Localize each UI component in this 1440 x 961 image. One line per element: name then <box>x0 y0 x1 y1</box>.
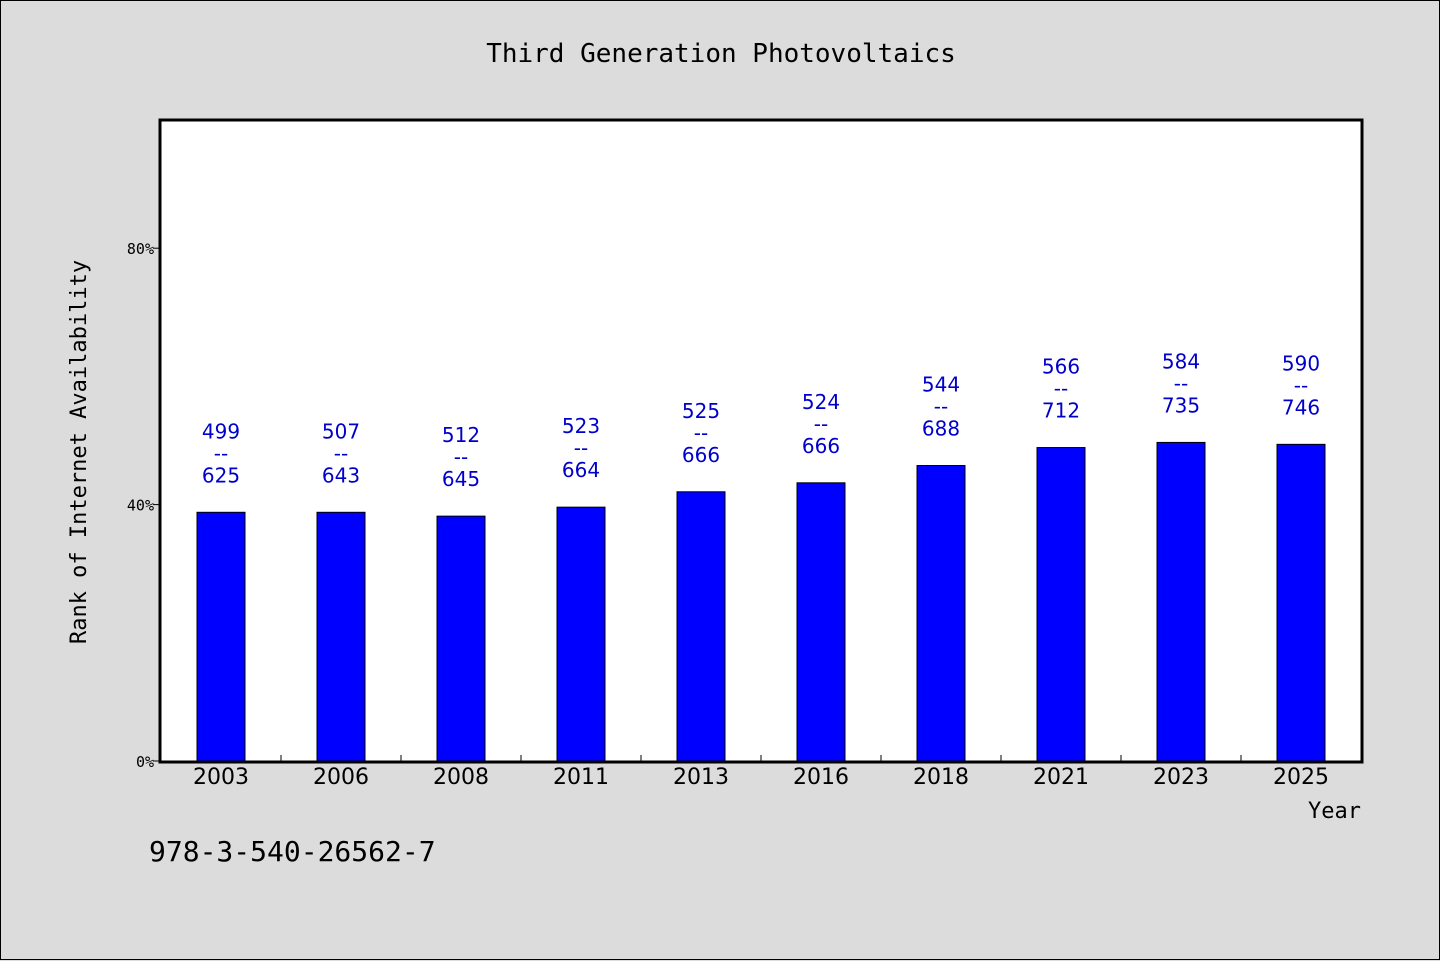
data-label-sep-2006: -- <box>334 441 348 465</box>
bar-2021 <box>1036 447 1086 762</box>
bar-2011 <box>556 506 606 762</box>
data-label-sep-2013: -- <box>694 421 708 445</box>
x-tick-label-2023: 2023 <box>1153 765 1209 790</box>
x-tick-label-2013: 2013 <box>673 765 729 790</box>
chart-title: Third Generation Photovoltaics <box>486 39 956 69</box>
bar-2013 <box>676 491 726 762</box>
x-tick-label-2003: 2003 <box>193 765 249 790</box>
data-label-low-2021: 566 <box>1042 355 1080 379</box>
data-label-high-2006: 643 <box>322 463 360 487</box>
data-label-low-2023: 584 <box>1162 349 1200 373</box>
y-axis-label: Rank of Internet Availability <box>67 260 92 644</box>
data-label-high-2011: 664 <box>562 458 600 482</box>
data-label-sep-2025: -- <box>1294 373 1308 397</box>
bar-2008 <box>436 515 486 762</box>
bar-2006 <box>316 511 366 762</box>
data-label-low-2016: 524 <box>802 390 840 414</box>
y-ticks-group: 0% 40% 80% <box>127 240 161 771</box>
data-label-low-2011: 523 <box>562 414 600 438</box>
data-label-sep-2021: -- <box>1054 377 1068 401</box>
x-tick-label-2018: 2018 <box>913 765 969 790</box>
bar-2023 <box>1156 441 1206 762</box>
data-label-high-2003: 625 <box>202 463 240 487</box>
data-label-high-2018: 688 <box>922 416 960 440</box>
x-tick-label-2025: 2025 <box>1273 765 1329 790</box>
y-tick-label-0: 0% <box>136 753 154 771</box>
y-tick-label-80: 80% <box>127 240 154 258</box>
data-labels-group: 499--625507--643512--645523--664525--666… <box>202 349 1320 491</box>
data-label-high-2025: 746 <box>1282 395 1320 419</box>
data-label-sep-2018: -- <box>934 394 948 418</box>
data-label-low-2008: 512 <box>442 423 480 447</box>
bar-2025 <box>1276 443 1326 762</box>
data-label-high-2023: 735 <box>1162 393 1200 417</box>
data-label-sep-2008: -- <box>454 445 468 469</box>
x-tick-label-2011: 2011 <box>553 765 609 790</box>
data-label-sep-2023: -- <box>1174 371 1188 395</box>
x-tick-label-2008: 2008 <box>433 765 489 790</box>
bar-2016 <box>796 482 846 762</box>
bar-2003 <box>196 511 246 762</box>
x-ticks-group: 2003 2006 2008 2011 2013 2016 2018 2021 2023 2025 <box>193 755 1329 790</box>
data-label-low-2003: 499 <box>202 419 240 443</box>
bars-group <box>196 441 1326 762</box>
data-label-high-2013: 666 <box>682 443 720 467</box>
x-tick-label-2021: 2021 <box>1033 765 1089 790</box>
data-label-high-2016: 666 <box>802 434 840 458</box>
data-label-low-2006: 507 <box>322 419 360 443</box>
data-label-high-2021: 712 <box>1042 399 1080 423</box>
data-label-low-2025: 590 <box>1282 351 1320 375</box>
data-label-sep-2011: -- <box>574 436 588 460</box>
data-label-sep-2016: -- <box>814 412 828 436</box>
bar-2018 <box>916 464 966 762</box>
x-tick-label-2016: 2016 <box>793 765 849 790</box>
data-label-low-2013: 525 <box>682 399 720 423</box>
y-tick-label-40: 40% <box>127 497 154 515</box>
data-label-low-2018: 544 <box>922 372 960 396</box>
x-axis-label: Year <box>1308 799 1361 824</box>
x-tick-label-2006: 2006 <box>313 765 369 790</box>
isbn-text: 978-3-540-26562-7 <box>149 835 436 868</box>
data-label-high-2008: 645 <box>442 467 480 491</box>
data-label-sep-2003: -- <box>214 441 228 465</box>
